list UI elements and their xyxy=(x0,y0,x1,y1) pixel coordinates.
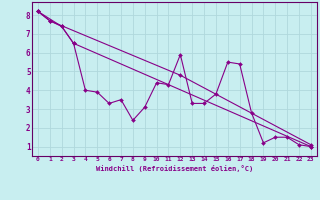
X-axis label: Windchill (Refroidissement éolien,°C): Windchill (Refroidissement éolien,°C) xyxy=(96,165,253,172)
